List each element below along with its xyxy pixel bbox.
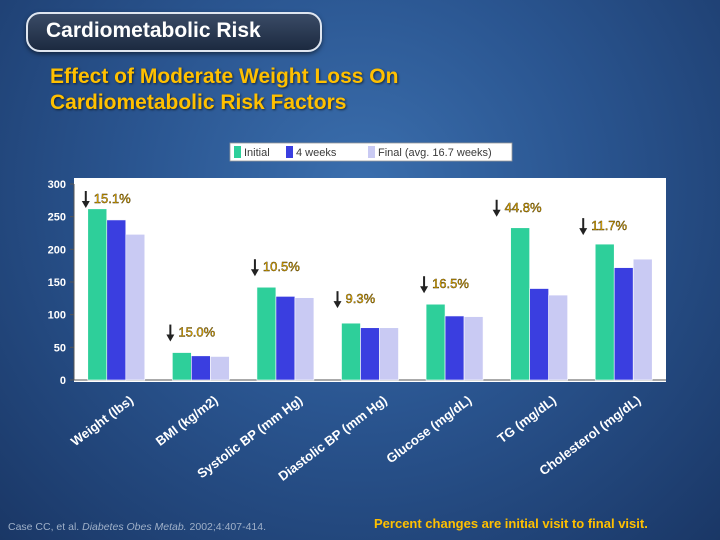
citation-prefix: Case CC, et al. [8, 521, 80, 533]
down-arrow-icon [579, 228, 588, 236]
bar-final-0 [125, 234, 146, 381]
down-arrow-icon [81, 201, 90, 208]
percent-change-label: 10.5% [263, 259, 300, 274]
bar-initial-2 [256, 286, 277, 381]
legend-label: Initial [244, 147, 270, 159]
percent-change-label: 11.7% [591, 218, 627, 233]
bar-4-3 [360, 327, 380, 381]
legend-label: Final (avg. 16.7 weeks) [378, 147, 492, 159]
bar-final-3 [379, 327, 399, 381]
legend-label: 4 weeks [296, 147, 337, 159]
bar-4-6 [613, 267, 634, 381]
y-tick-label: 50 [54, 342, 66, 354]
bar-initial-6 [594, 243, 615, 381]
down-arrow-icon [420, 286, 429, 294]
down-arrow-icon [492, 209, 501, 217]
y-tick-label: 200 [48, 244, 66, 256]
bar-initial-4 [425, 303, 446, 381]
citation: Case CC, et al. Diabetes Obes Metab. 200… [8, 521, 266, 533]
bar-final-5 [548, 294, 568, 381]
bar-4-5 [529, 288, 549, 381]
bar-final-1 [210, 356, 230, 381]
slide-title-line-2: Cardiometabolic Risk Factors [50, 91, 347, 114]
y-tick-label: 150 [48, 277, 66, 289]
citation-suffix: 2002;4:407-414. [189, 521, 267, 533]
section-header-pill: Cardiometabolic Risk [26, 12, 322, 52]
legend-swatch [234, 146, 241, 158]
down-arrow-icon [166, 334, 175, 342]
bar-4-0 [106, 219, 127, 381]
bar-initial-5 [510, 227, 530, 381]
percent-change-label: 44.8% [505, 200, 542, 215]
percent-change-label: 16.5% [432, 276, 469, 291]
down-arrow-icon [333, 301, 342, 309]
footnote: Percent changes are initial visit to fin… [374, 516, 648, 531]
bar-final-2 [294, 297, 315, 381]
bar-4-1 [191, 355, 211, 381]
bar-initial-0 [87, 208, 108, 381]
citation-journal: Diabetes Obes Metab. [82, 521, 187, 533]
y-tick-label: 100 [48, 310, 66, 322]
slide-title-line-1: Effect of Moderate Weight Loss On [50, 65, 399, 88]
percent-change-label: 9.3% [346, 291, 376, 306]
slide-title: Effect of Moderate Weight Loss On Cardio… [50, 64, 398, 116]
bar-initial-3 [341, 322, 361, 381]
percent-change-label: 15.0% [178, 325, 215, 340]
bar-final-4 [463, 316, 484, 381]
y-tick-label: 300 [48, 179, 66, 191]
y-tick-label: 0 [60, 375, 66, 387]
bar-4-2 [275, 296, 296, 381]
legend-swatch [286, 146, 293, 158]
y-tick-label: 250 [48, 212, 66, 224]
section-title: Cardiometabolic Risk [46, 19, 261, 42]
x-category-label: Weight (lbs) [68, 392, 136, 449]
bar-final-6 [632, 258, 653, 381]
bar-initial-1 [172, 352, 192, 381]
percent-change-label: 15.1% [94, 191, 131, 206]
down-arrow-icon [250, 269, 259, 277]
x-category-label: BMI (kg/m2) [153, 392, 221, 448]
legend-swatch [368, 146, 375, 158]
x-category-label: TG (mg/dL) [495, 392, 559, 446]
x-category-label: Glucose (mg/dL) [383, 392, 474, 466]
bar-4-4 [444, 315, 465, 381]
